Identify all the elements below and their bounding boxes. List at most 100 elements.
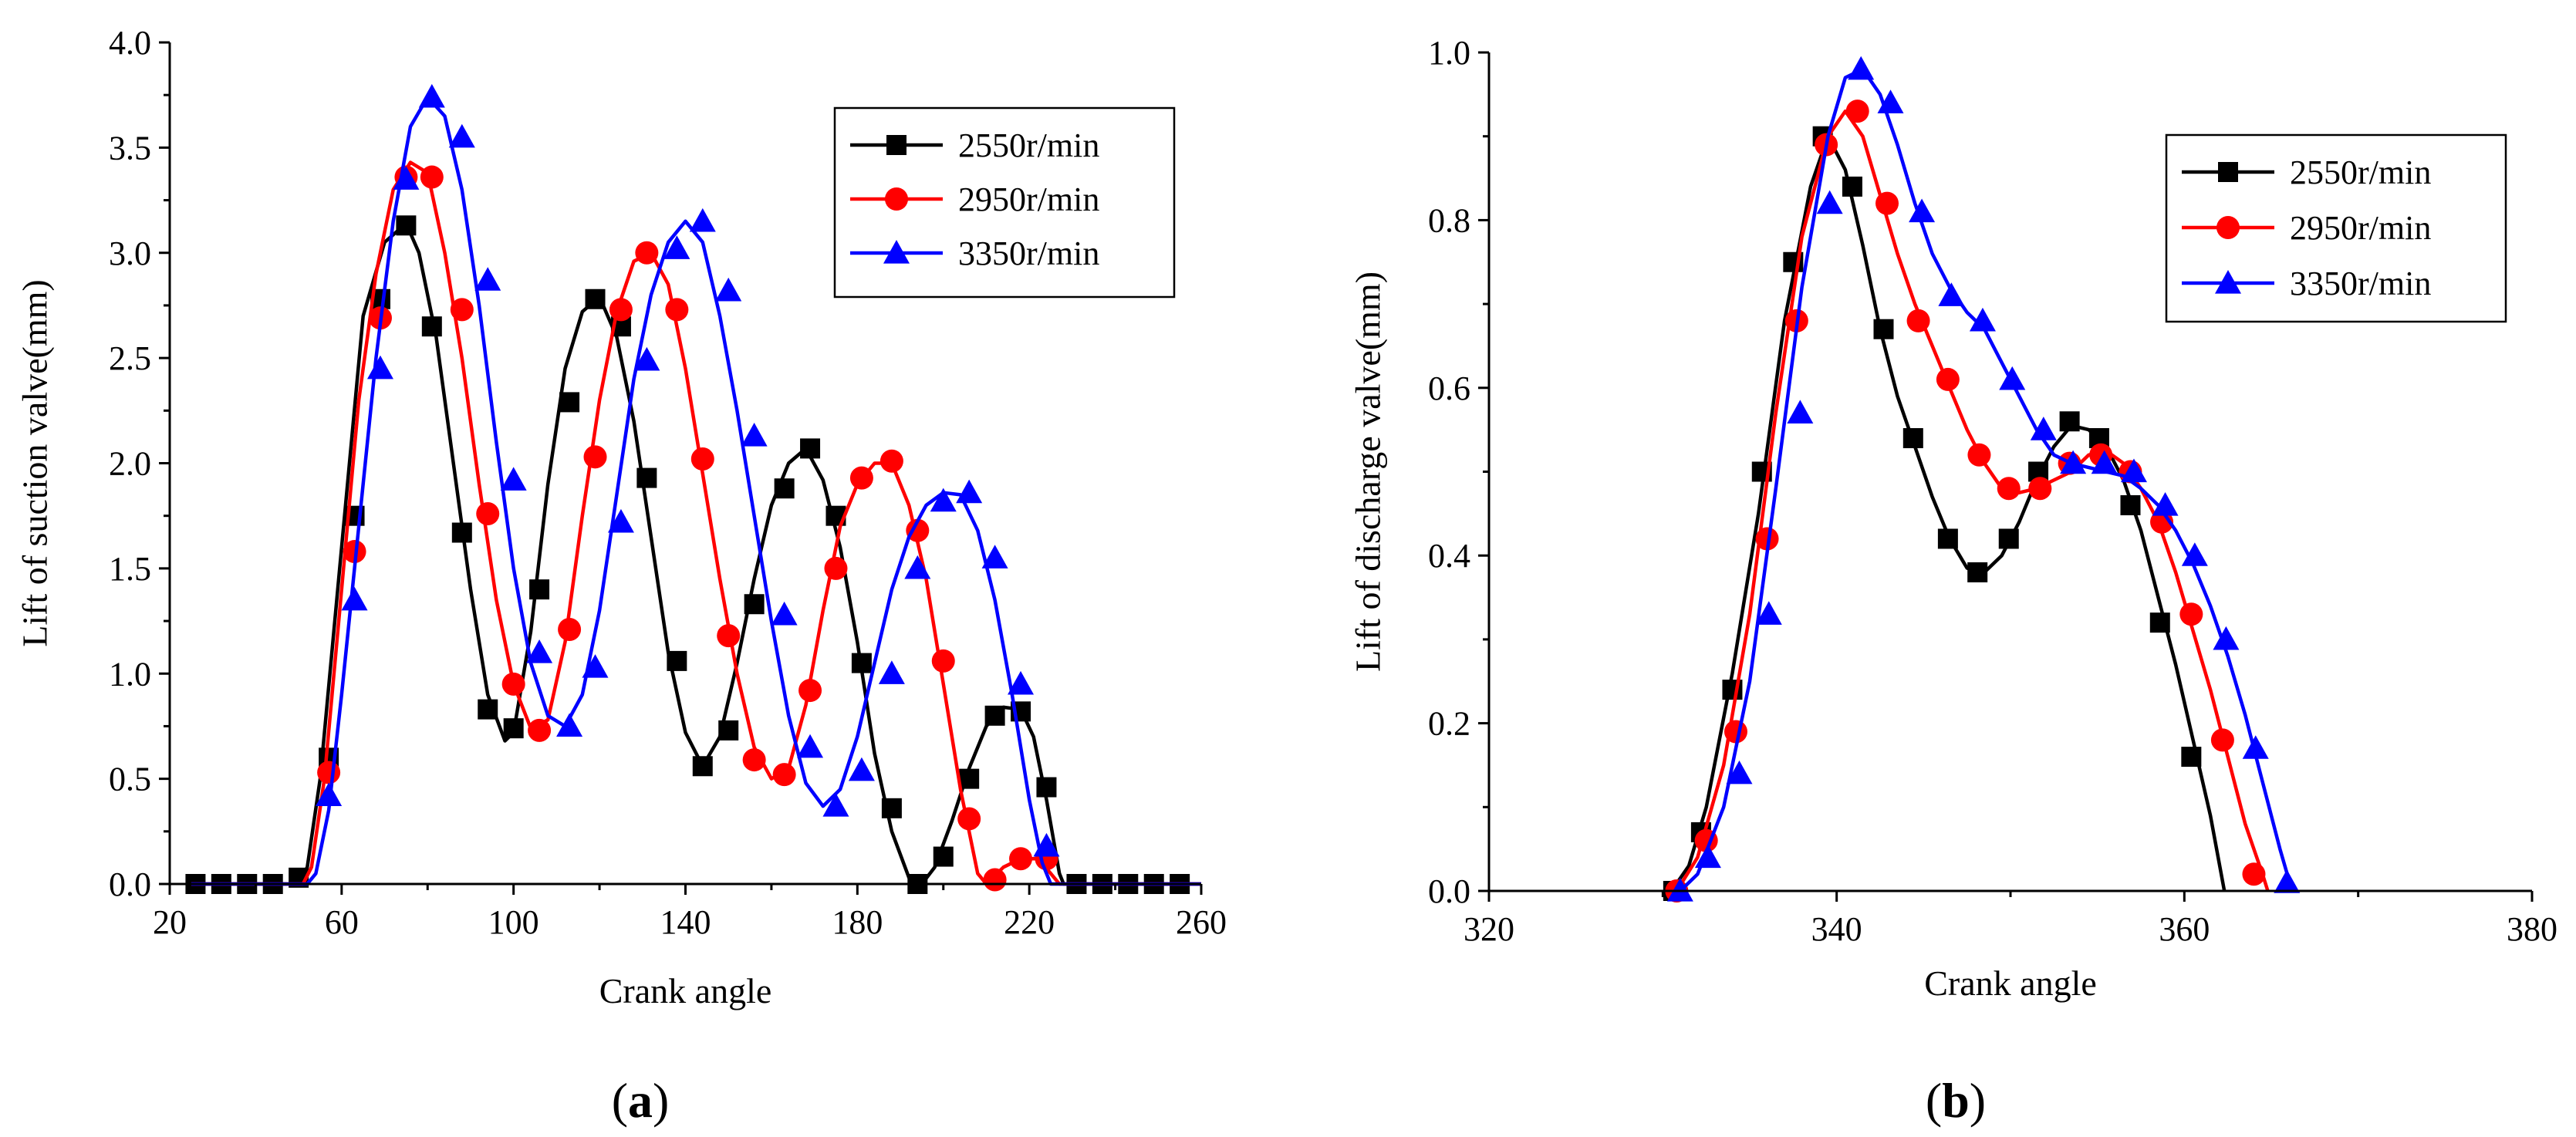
data-point xyxy=(2120,458,2147,483)
data-point xyxy=(771,601,798,626)
data-point xyxy=(1845,100,1869,123)
data-point xyxy=(774,478,795,499)
data-point xyxy=(2149,612,2170,633)
series-2550r/min xyxy=(185,215,1201,894)
data-point xyxy=(448,123,475,148)
series-3350r/min xyxy=(191,83,1201,886)
legend-marker xyxy=(2215,270,2241,294)
data-point xyxy=(906,518,930,542)
chart-panel-a: 20 60 100 140 180 220 260 0.0 0.5 1.0 1.5 2.0 2.5 3.0… xyxy=(15,24,1227,1128)
y-tick-label: 0.0 xyxy=(1428,872,1470,910)
legend-label: 2950r/min xyxy=(958,181,1099,218)
legend-marker xyxy=(885,187,908,211)
data-point xyxy=(2181,747,2202,768)
data-point xyxy=(824,556,848,580)
y-tick-label: 1.5 xyxy=(109,550,151,588)
data-point xyxy=(1877,89,1904,113)
legend-marker xyxy=(886,135,906,155)
chart-panel-b: 320 340 360 380 0.0 0.2 0.4 0.6 0.8 1.0 Crank angl… xyxy=(1349,34,2557,1128)
data-point xyxy=(741,423,768,447)
data-point xyxy=(798,679,822,703)
data-point xyxy=(1873,319,1894,339)
data-point xyxy=(1009,847,1033,871)
series-line xyxy=(1670,134,2227,892)
data-point xyxy=(797,734,824,758)
data-point xyxy=(582,654,609,678)
legend-label: 3350r/min xyxy=(2290,265,2431,302)
data-point xyxy=(1997,477,2021,501)
data-point xyxy=(715,277,742,302)
data-point xyxy=(1036,777,1057,798)
data-point xyxy=(930,488,957,512)
data-point xyxy=(663,235,690,259)
y-tick-label: 0.5 xyxy=(109,761,151,798)
data-point xyxy=(635,241,659,265)
series-2950r/min xyxy=(191,160,1201,892)
legend-label: 3350r/min xyxy=(958,234,1099,272)
data-point xyxy=(822,793,849,817)
y-tick-label: 0.8 xyxy=(1428,201,1470,239)
data-point xyxy=(851,653,872,673)
data-point xyxy=(933,846,954,867)
data-point xyxy=(1816,190,1843,214)
data-point xyxy=(341,586,368,611)
data-point xyxy=(1848,56,1875,80)
data-point xyxy=(800,438,821,459)
series-3350r/min xyxy=(1666,56,2301,902)
data-point xyxy=(1033,832,1060,857)
series-line xyxy=(191,95,1201,886)
legend-entry: 2550r/min xyxy=(850,127,1099,164)
data-point xyxy=(718,720,739,741)
y-tick-label: 4.0 xyxy=(109,24,151,62)
data-point xyxy=(957,807,981,831)
data-point xyxy=(1937,528,1958,549)
x-tick-label: 340 xyxy=(1811,910,1862,948)
y-tick-label: 2.0 xyxy=(109,445,151,483)
data-point xyxy=(1008,670,1035,695)
data-point xyxy=(366,355,393,380)
data-point xyxy=(500,467,527,491)
data-point xyxy=(981,545,1008,568)
data-point xyxy=(690,447,714,471)
data-point xyxy=(633,346,660,371)
data-point xyxy=(1967,443,1991,467)
data-point xyxy=(558,617,582,641)
data-point xyxy=(421,316,442,337)
data-point xyxy=(956,479,983,504)
data-point xyxy=(583,445,607,469)
x-axis-title: Crank angle xyxy=(599,971,772,1010)
y-axis-title: Lift of suction valve(mm) xyxy=(15,279,55,647)
data-point xyxy=(2179,602,2203,626)
legend-entry: 2950r/min xyxy=(850,181,1099,218)
data-point xyxy=(474,267,501,291)
data-point xyxy=(1909,198,1936,223)
legend-entry: 3350r/min xyxy=(2182,265,2431,302)
data-point xyxy=(529,579,550,600)
legend-marker xyxy=(2218,162,2238,182)
x-tick-label: 380 xyxy=(2507,910,2557,948)
data-point xyxy=(742,748,766,772)
y-tick-label: 3.0 xyxy=(109,234,151,272)
x-tick-label: 100 xyxy=(488,903,539,941)
x-tick-label: 320 xyxy=(1464,910,1514,948)
data-point xyxy=(879,449,903,473)
y-tick-label: 3.5 xyxy=(109,129,151,167)
data-point xyxy=(528,718,552,742)
legend-entry: 2550r/min xyxy=(2182,154,2431,191)
legend-label: 2550r/min xyxy=(2290,154,2431,191)
data-point xyxy=(983,868,1007,892)
data-point xyxy=(2030,417,2057,440)
data-point xyxy=(451,522,472,543)
data-point xyxy=(1969,307,1996,332)
x-tick-label: 360 xyxy=(2159,910,2210,948)
data-point xyxy=(717,624,741,648)
x-tick-label: 260 xyxy=(1176,903,1227,941)
legend-marker xyxy=(2216,216,2240,239)
data-point xyxy=(317,761,341,784)
data-point xyxy=(692,756,713,777)
data-point xyxy=(984,705,1005,726)
data-point xyxy=(2059,411,2080,432)
data-point xyxy=(2091,450,2118,474)
data-point xyxy=(1694,844,1721,869)
